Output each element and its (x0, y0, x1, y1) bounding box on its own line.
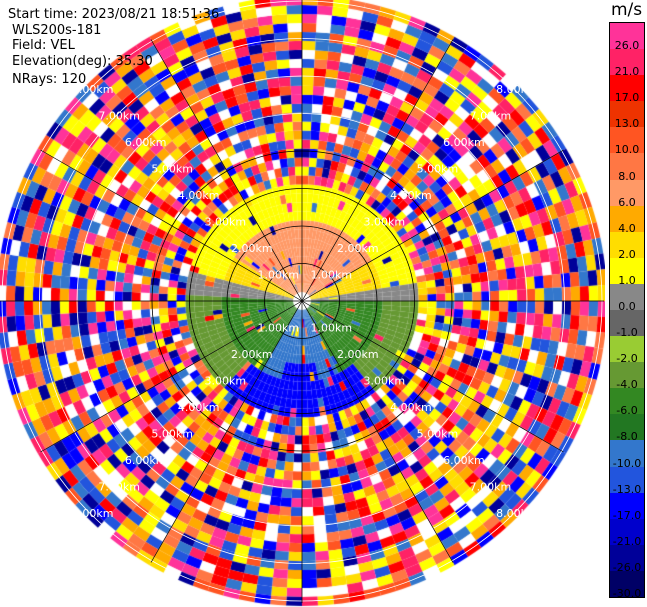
azimuth-spoke (301, 149, 564, 302)
range-ring-label: 7.00km (470, 481, 512, 494)
colorbar-tick-label: -4.0 (616, 378, 638, 392)
colorbar-segment (610, 23, 644, 50)
colorbar-tick-label: 6.0 (618, 195, 636, 209)
colorbar-tick-label: -13.0 (612, 482, 642, 496)
range-ring-label: 6.00km (125, 454, 167, 467)
colorbar-segment (610, 414, 644, 441)
range-ring-label: 5.00km (151, 428, 193, 441)
colorbar-segment (610, 492, 644, 520)
range-ring-label: 8.00km (72, 83, 114, 96)
colorbar-segment (610, 49, 644, 76)
range-ring-label: 2.00km (231, 242, 273, 255)
colorbar-segment (610, 518, 644, 546)
range-ring-label: 8.00km (72, 507, 114, 520)
colorbar-tick-label: 1.0 (618, 273, 636, 287)
colorbar-segment (610, 205, 644, 233)
ppi-plot: 1.00km 1.00km 1.00km 1.00km 2.00km 2.00km 2.00… (0, 0, 605, 607)
range-ring-label: 6.00km (125, 136, 167, 149)
colorbar-tick-label: 8.0 (618, 169, 636, 183)
colorbar-tick-label: -30.0 (612, 586, 642, 600)
range-ring-label: 7.00km (470, 109, 512, 122)
range-ring-label: 4.00km (178, 401, 220, 414)
colorbar-tick-label: -10.0 (612, 456, 642, 470)
colorbar-segment (610, 310, 644, 337)
colorbar-segment (610, 231, 644, 259)
range-ring-label: 7.00km (98, 481, 140, 494)
colorbar-segment (610, 440, 644, 468)
colorbar-tick-label: 21.0 (614, 65, 640, 79)
range-ring-label: 8.00km (496, 507, 538, 520)
colorbar-segment (610, 544, 644, 572)
colorbar-segment (610, 127, 644, 154)
azimuth-spoke (40, 300, 303, 453)
range-ring-label: 5.00km (417, 428, 459, 441)
colorbar-segment (610, 153, 644, 181)
range-ring-label: 4.00km (390, 401, 432, 414)
ppi-overlay: 1.00km 1.00km 1.00km 1.00km 2.00km 2.00km 2.00… (0, 0, 604, 603)
azimuth-spokes (0, 0, 604, 603)
colorbar-tick-label: -6.0 (616, 404, 638, 418)
range-ring-label: 6.00km (443, 136, 485, 149)
range-ring-label: 1.00km (258, 269, 300, 282)
azimuth-spoke (40, 149, 303, 302)
colorbar-tick-label: -21.0 (612, 534, 642, 548)
colorbar-segment (610, 388, 644, 415)
colorbar-tick-label: -17.0 (612, 508, 642, 522)
radar-name-label: WLS200s-181 (12, 23, 102, 38)
colorbar-tick-label: 26.0 (614, 39, 640, 53)
range-ring-label: 7.00km (98, 109, 140, 122)
colorbar-tick-label: -2.0 (616, 352, 638, 366)
range-ring-label: 5.00km (417, 162, 459, 175)
colorbar-segment (610, 283, 644, 311)
range-ring-label: 1.00km (311, 269, 353, 282)
ppi-heatmap (0, 0, 605, 607)
colorbar-tick-label: 2.0 (618, 247, 636, 261)
azimuth-spoke (150, 300, 303, 563)
colorbar-segment (610, 101, 644, 128)
colorbar-segment (610, 362, 644, 389)
range-ring-label: 2.00km (337, 348, 379, 361)
azimuth-spoke (301, 300, 564, 453)
colorbar-segment (610, 257, 644, 285)
colorbar: 26.0 21.0 17.0 13.0 10.0 8.0 6.0 4.0 2.0 1.0 0.0 -1… (609, 22, 645, 600)
colorbar-segment (610, 336, 644, 363)
range-ring-label: 2.00km (231, 348, 273, 361)
colorbar-tick-label: 10.0 (614, 143, 640, 157)
range-ring-label: 5.00km (151, 162, 193, 175)
range-ring-label: 3.00km (364, 375, 406, 388)
azimuth-spoke (150, 39, 303, 302)
colorbar-unit: m/s (611, 0, 643, 20)
field-label: Field: VEL (12, 38, 75, 53)
range-ring-label: 4.00km (390, 189, 432, 202)
range-ring-label: 4.00km (178, 189, 220, 202)
range-ring-label: 3.00km (364, 216, 406, 229)
colorbar-tick-label: -26.0 (612, 560, 642, 574)
range-ring-label: 1.00km (311, 322, 353, 335)
colorbar-tick-label: 13.0 (614, 117, 640, 131)
colorbar-segment (610, 179, 644, 207)
range-ring-labels: 1.00km 1.00km 1.00km 1.00km 2.00km 2.00km 2.00… (72, 83, 538, 520)
elevation-label: Elevation(deg): 35.30 (12, 54, 153, 69)
colorbar-tick-label: -8.0 (616, 430, 638, 444)
start-time-label: Start time: 2023/08/21 18:51:36 (8, 7, 220, 22)
range-ring-label: 6.00km (443, 454, 485, 467)
colorbar-tick-label: 17.0 (614, 91, 640, 105)
range-ring-label: 3.00km (205, 375, 247, 388)
azimuth-spoke (301, 39, 454, 302)
colorbar-segment (610, 75, 644, 102)
colorbar-segment (610, 570, 644, 598)
range-ring-label: 1.00km (258, 322, 300, 335)
colorbar-segment (610, 466, 644, 494)
colorbar-tick-label: -1.0 (616, 326, 638, 340)
range-ring-label: 2.00km (337, 242, 379, 255)
colorbar-tick-label: 4.0 (618, 221, 636, 235)
colorbar-tick-label: 0.0 (618, 299, 636, 313)
range-ring-label: 8.00km (496, 83, 538, 96)
azimuth-spoke (301, 300, 454, 563)
nrays-label: NRays: 120 (12, 72, 87, 87)
range-ring-label: 3.00km (205, 216, 247, 229)
